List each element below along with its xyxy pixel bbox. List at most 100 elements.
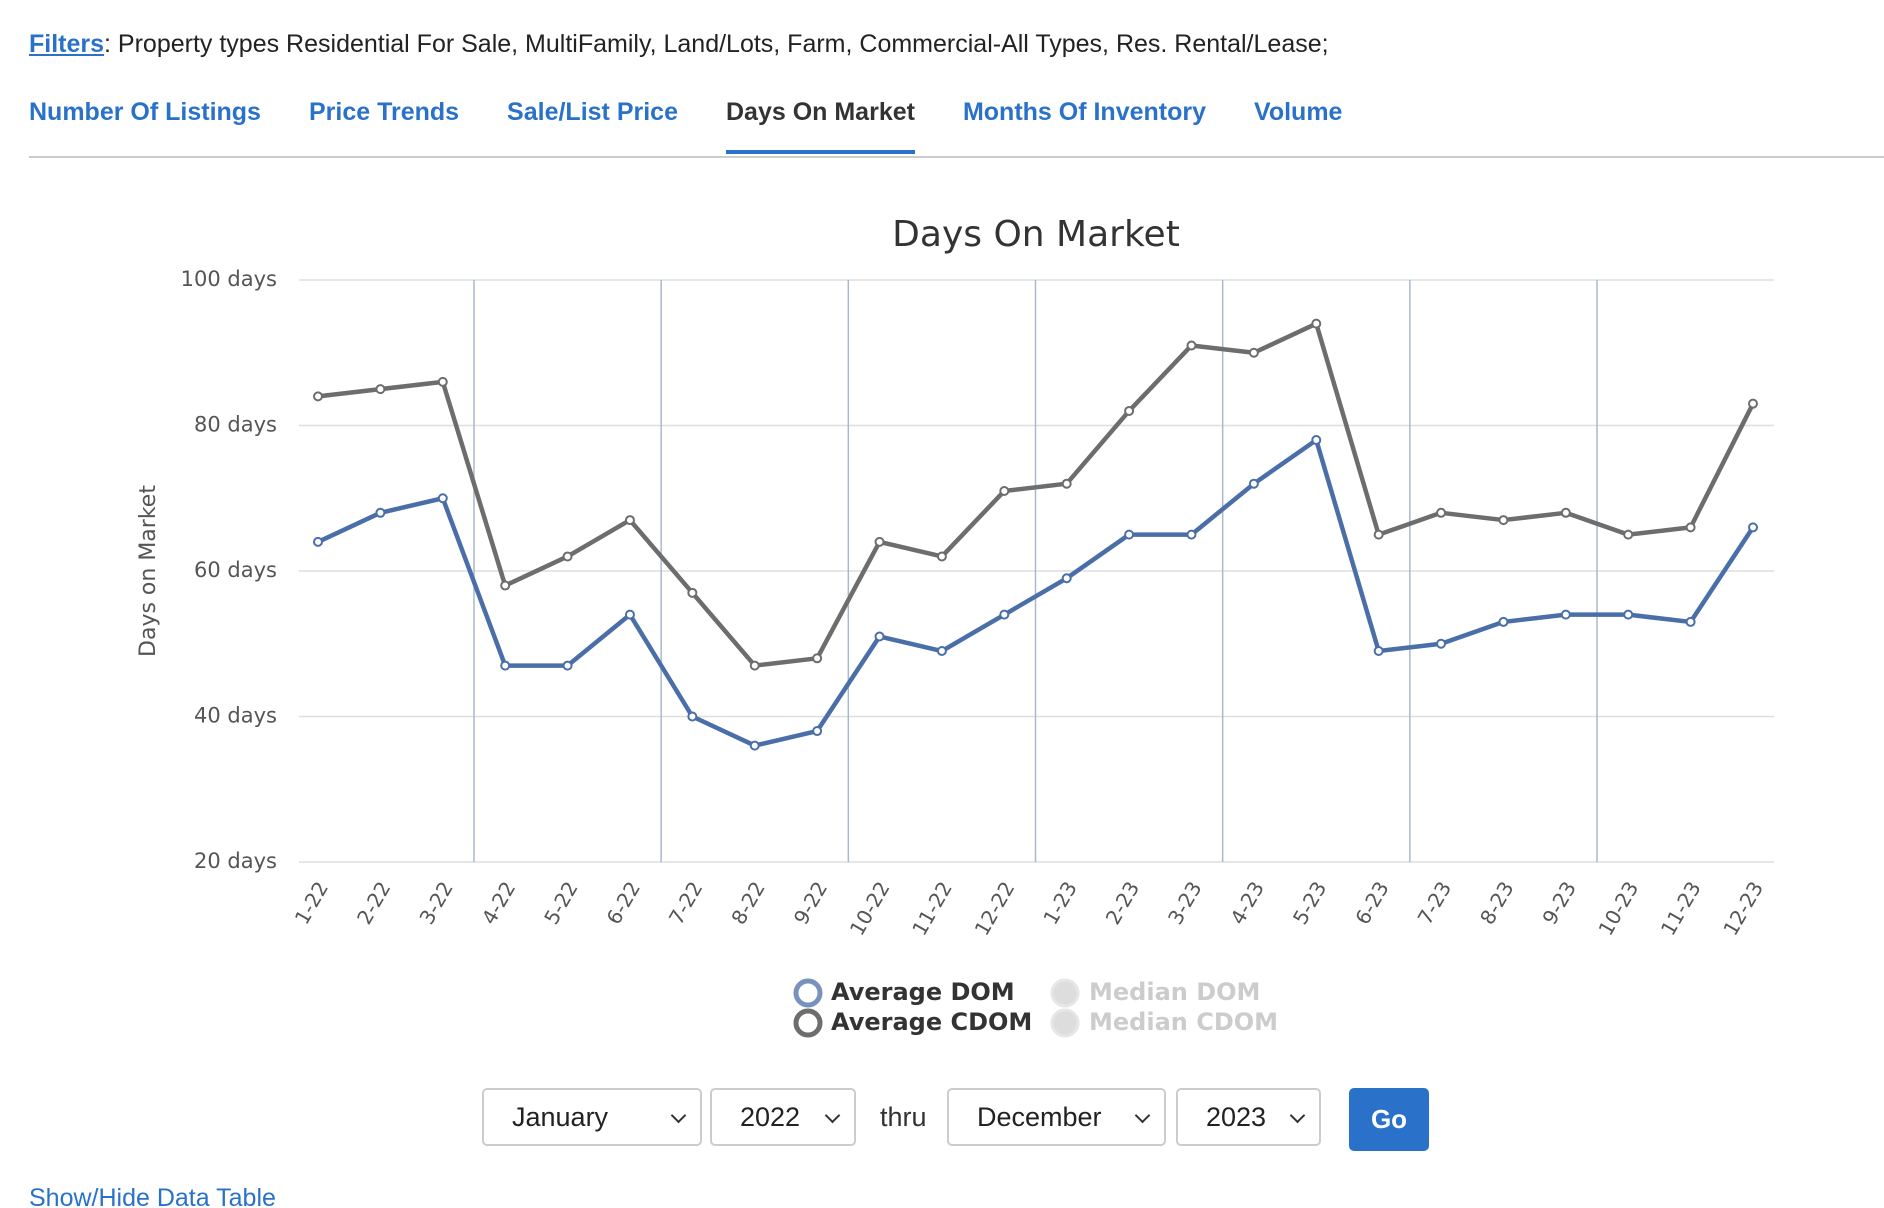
data-point xyxy=(1373,646,1384,657)
x-tick-label: 5-22 xyxy=(539,877,582,928)
x-tick-label: 12-23 xyxy=(1718,877,1768,939)
data-point xyxy=(437,493,448,504)
legend-symbol-hidden xyxy=(1050,1008,1080,1038)
data-point xyxy=(874,536,885,547)
data-point xyxy=(1623,529,1634,540)
data-point xyxy=(1248,347,1259,358)
y-tick-label: 100 days xyxy=(181,267,277,291)
data-point xyxy=(1311,435,1322,446)
data-point xyxy=(999,609,1010,620)
x-tick-label: 1-22 xyxy=(290,877,333,928)
data-point xyxy=(1498,515,1509,526)
data-point xyxy=(874,631,885,642)
to-month-select[interactable]: December xyxy=(947,1088,1166,1146)
data-point xyxy=(1373,529,1384,540)
data-point xyxy=(1311,318,1322,329)
data-point xyxy=(749,660,760,671)
x-tick-label: 1-23 xyxy=(1038,877,1081,928)
data-point xyxy=(1436,507,1447,518)
y-tick-label: 20 days xyxy=(194,849,277,873)
x-tick-label: 9-22 xyxy=(789,877,832,928)
data-point xyxy=(1560,507,1571,518)
data-point xyxy=(1623,609,1634,620)
data-point xyxy=(624,515,635,526)
go-button[interactable]: Go xyxy=(1349,1088,1429,1151)
data-point xyxy=(1748,522,1758,533)
to-year-select[interactable]: 2023 xyxy=(1176,1088,1321,1146)
x-tick-label: 3-23 xyxy=(1163,877,1206,928)
x-tick-label: 4-22 xyxy=(477,877,520,928)
x-tick-label: 2-23 xyxy=(1101,877,1144,928)
tabs: Number Of Listings Price Trends Sale/List … xyxy=(29,96,1884,158)
data-point xyxy=(749,740,760,751)
y-tick-label: 40 days xyxy=(194,704,277,728)
x-tick-label: 3-22 xyxy=(414,877,457,928)
series-line xyxy=(317,437,1755,748)
x-tick-label: 7-23 xyxy=(1413,877,1456,928)
legend-symbol xyxy=(793,1008,823,1038)
data-point xyxy=(313,536,323,547)
data-point xyxy=(1685,616,1696,627)
series-line xyxy=(317,321,1756,668)
chart-title: Days On Market xyxy=(892,214,1180,255)
x-tick-label: 7-22 xyxy=(664,877,707,928)
data-point xyxy=(1061,478,1072,489)
tab[interactable]: Number Of Listings xyxy=(29,98,261,126)
data-point xyxy=(1186,340,1197,351)
from-year-select[interactable]: 2022 xyxy=(710,1088,856,1146)
tab[interactable]: Days On Market xyxy=(725,96,915,154)
data-point xyxy=(687,587,698,598)
x-tick-label: 10-22 xyxy=(845,877,895,939)
data-point xyxy=(687,711,698,722)
data-point xyxy=(936,551,947,562)
x-tick-label: 8-23 xyxy=(1475,877,1518,928)
data-point xyxy=(812,653,823,664)
data-point xyxy=(1124,529,1135,540)
y-axis-label: Days on Market xyxy=(136,485,161,657)
x-tick-label: 10-23 xyxy=(1593,877,1643,939)
from-month-select[interactable]: January xyxy=(482,1088,702,1146)
data-point xyxy=(1498,616,1509,627)
filters: Filters: Property types Residential For … xyxy=(29,30,1329,59)
x-tick-label: 6-22 xyxy=(602,877,645,928)
x-tick-label: 5-23 xyxy=(1288,877,1331,928)
data-point xyxy=(1124,405,1135,416)
tab[interactable]: Volume xyxy=(1254,98,1343,126)
y-tick-label: 80 days xyxy=(194,413,277,437)
data-point xyxy=(936,646,947,657)
data-point xyxy=(624,609,635,620)
data-point xyxy=(999,485,1010,496)
x-tick-label: 8-22 xyxy=(726,877,769,928)
data-point xyxy=(375,384,386,395)
data-point xyxy=(1748,398,1758,409)
legend-label: Average CDOM xyxy=(831,1008,1032,1036)
data-point xyxy=(1436,638,1447,649)
x-tick-label: 11-23 xyxy=(1656,877,1706,939)
x-tick-label: 12-22 xyxy=(970,877,1020,939)
legend-label-hidden: Median DOM xyxy=(1089,978,1260,1006)
legend-label-hidden: Median CDOM xyxy=(1089,1008,1278,1036)
data-point xyxy=(313,391,323,402)
data-point xyxy=(1061,573,1072,584)
thru-label: thru xyxy=(880,1102,927,1132)
tab[interactable]: Months Of Inventory xyxy=(962,98,1207,126)
data-point xyxy=(1560,609,1571,620)
legend-symbol xyxy=(793,978,823,1008)
filters-link[interactable]: Filters xyxy=(29,30,105,58)
data-point xyxy=(500,580,511,591)
data-point xyxy=(1685,522,1696,533)
data-table-link[interactable]: Show/Hide Data Table xyxy=(29,1184,276,1208)
x-tick-label: 9-23 xyxy=(1537,877,1580,928)
data-point xyxy=(1248,478,1259,489)
legend-label: Average DOM xyxy=(831,978,1015,1006)
data-point xyxy=(437,376,448,387)
data-point xyxy=(812,726,823,737)
tab[interactable]: Sale/List Price xyxy=(507,98,678,126)
tab[interactable]: Price Trends xyxy=(308,98,460,126)
data-point xyxy=(500,660,511,671)
x-tick-label: 11-22 xyxy=(907,877,957,939)
data-point xyxy=(1186,529,1197,540)
filters-text: : Property types Residential For Sale, M… xyxy=(104,30,1329,58)
